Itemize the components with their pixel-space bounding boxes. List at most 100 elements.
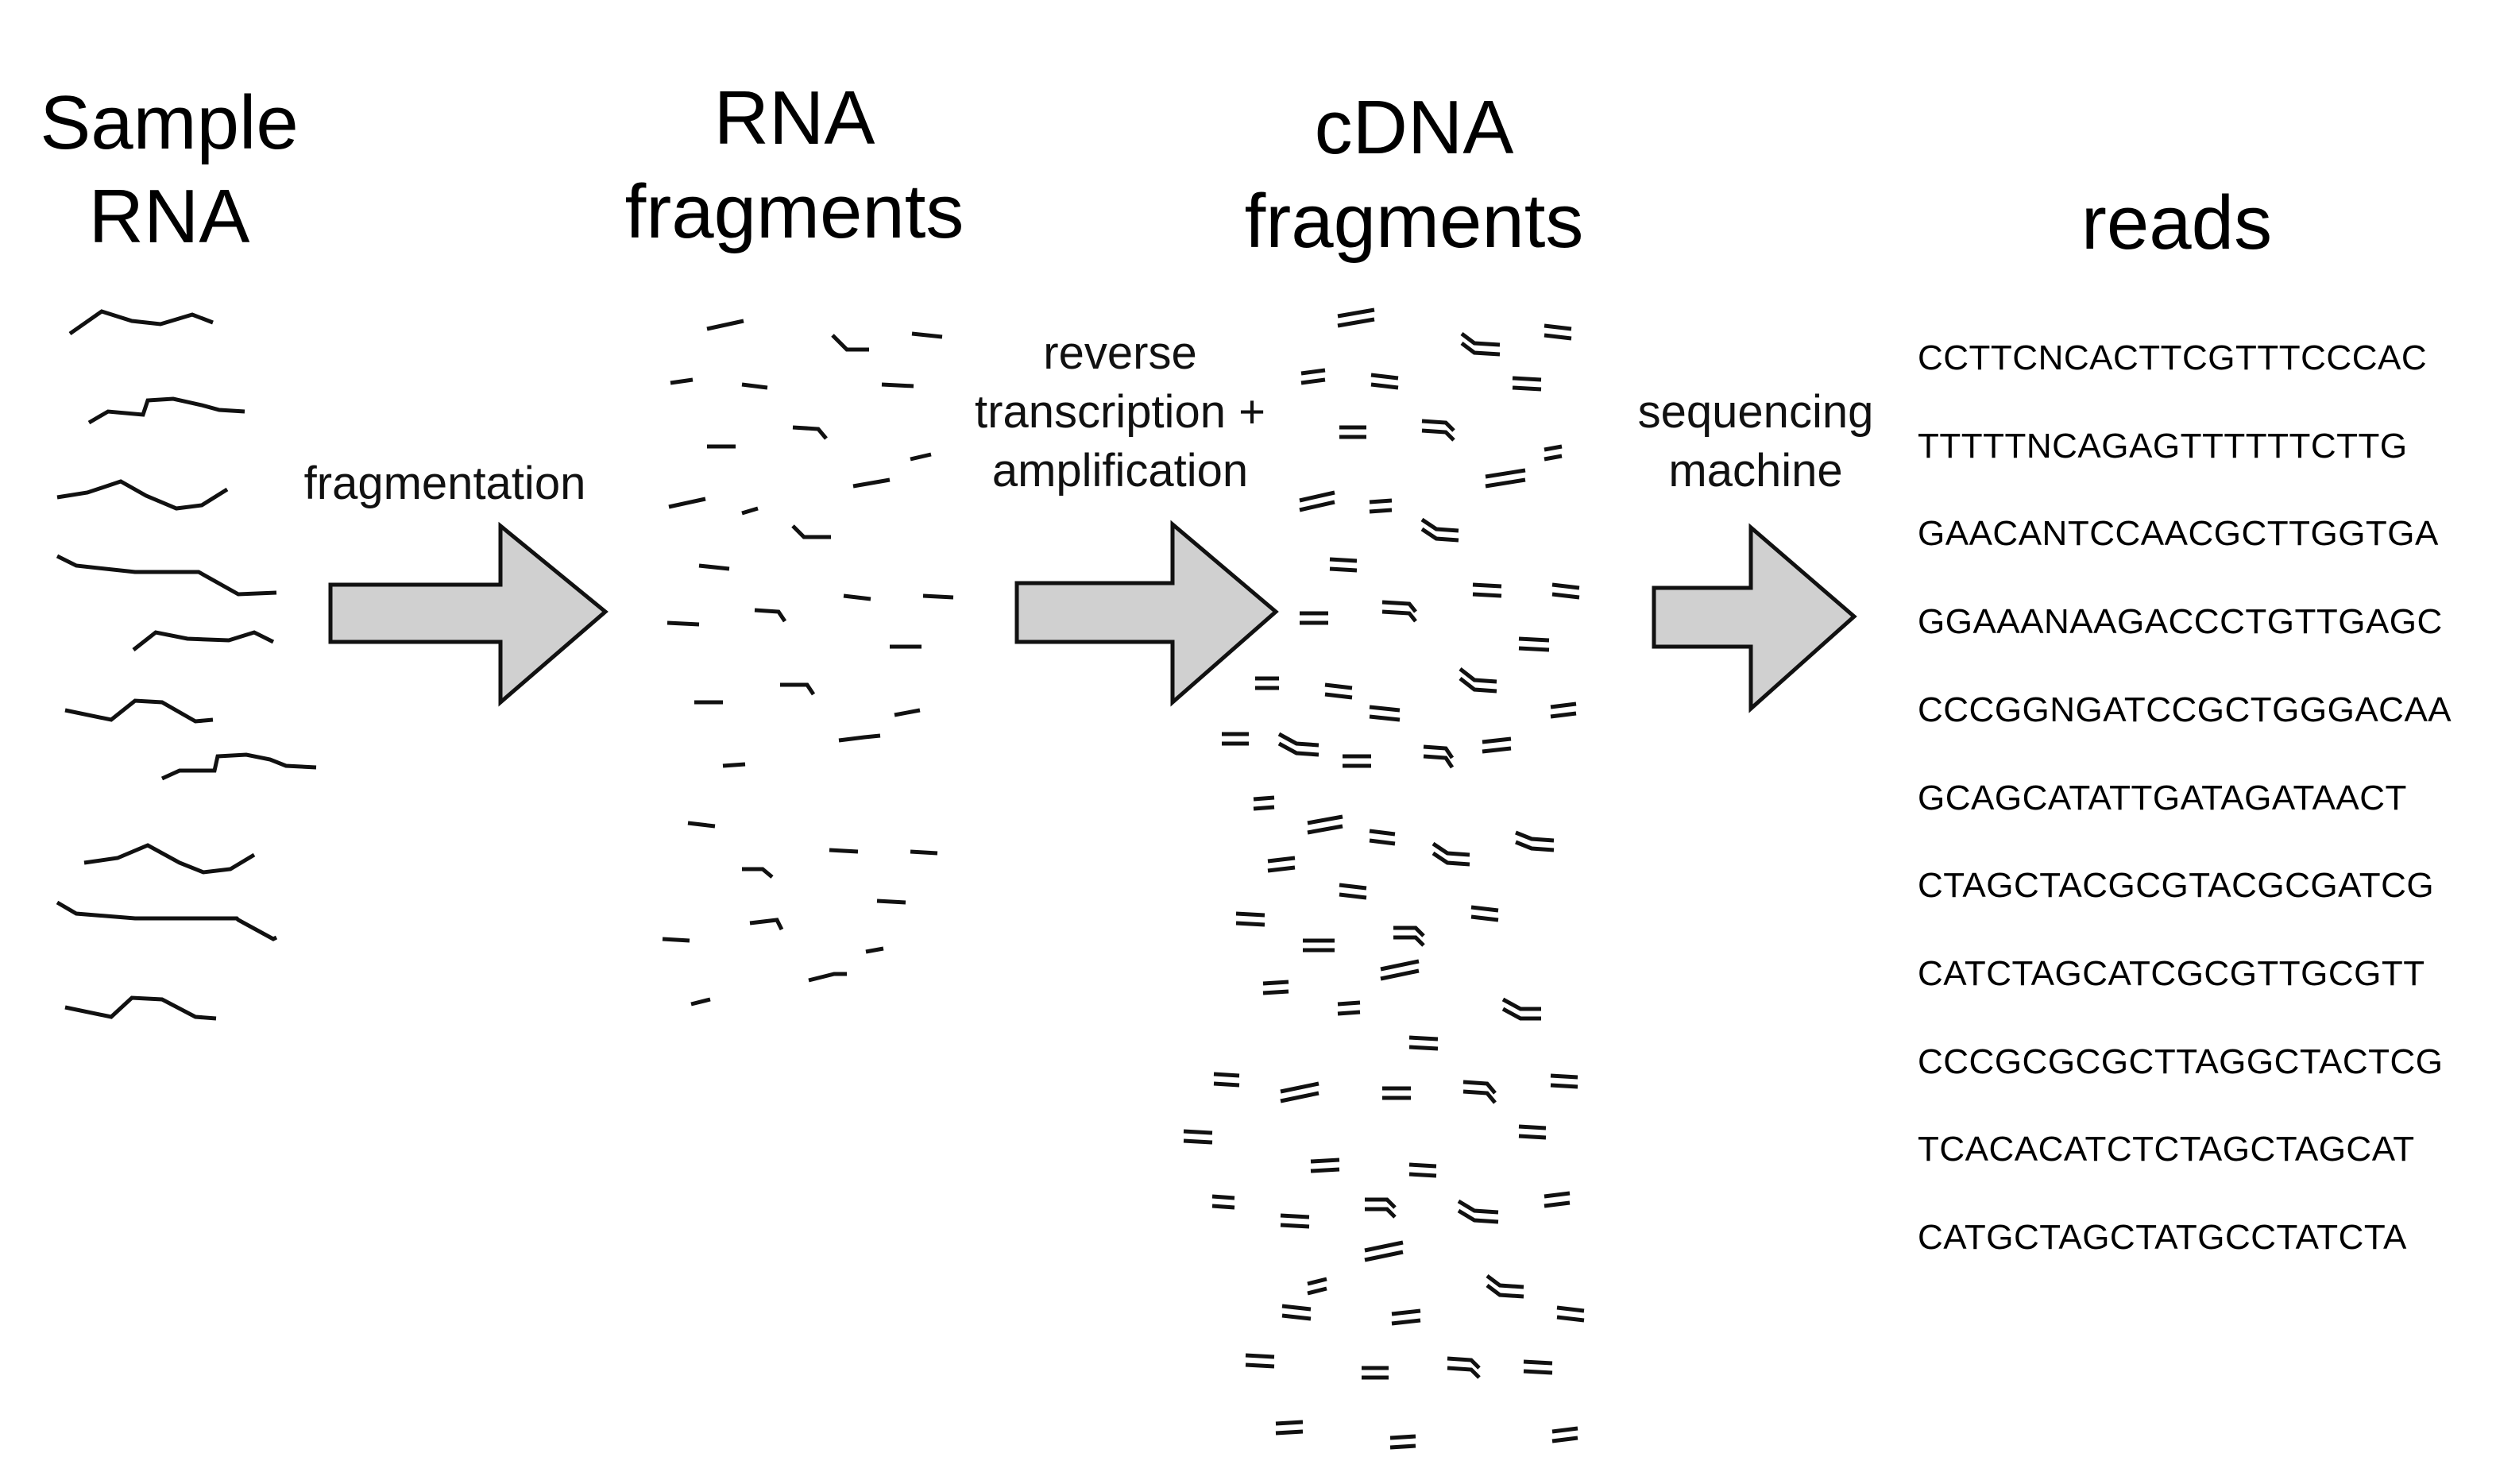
- cdna-fragment: [1280, 1081, 1319, 1103]
- rna-fragment: [722, 762, 746, 768]
- label-line: transcription +: [975, 386, 1265, 438]
- rna-fragment: [829, 848, 859, 854]
- cdna-fragment: [1470, 905, 1499, 922]
- cdna-fragment: [1362, 1366, 1389, 1380]
- read-sequence: CCCGCGCGCTTAGGCTACTCG: [1918, 1042, 2444, 1081]
- rna-fragment: [754, 608, 787, 623]
- rna-fragment: [876, 899, 906, 905]
- cdna-fragment: [1255, 676, 1279, 690]
- rna-fragment: [911, 331, 943, 339]
- cdna-fragment: [1213, 1072, 1240, 1088]
- cdna-fragment: [1303, 938, 1335, 953]
- arrow-reverse-transcription-icon: [1014, 520, 1279, 707]
- arrow-sequencing-icon: [1652, 523, 1857, 713]
- label-sequencing-machine: sequencing machine: [1597, 383, 1915, 500]
- title-sample-rna: Sample RNA: [24, 76, 315, 264]
- rna-strand: [68, 309, 214, 336]
- cdna-fragment: [1369, 829, 1396, 846]
- rna-fragment: [668, 497, 706, 509]
- read-sequence: CATCTAGCATCGCGTTGCGTT: [1918, 953, 2425, 993]
- cdna-fragment: [1253, 795, 1275, 811]
- cdna-fragment: [1523, 1359, 1553, 1375]
- cdna-fragment: [1235, 911, 1265, 927]
- read-sequence: CCTTCNCACTTCGTTTCCCAC: [1918, 338, 2428, 377]
- cdna-fragment: [1245, 1353, 1275, 1369]
- cdna-fragment: [1447, 1356, 1481, 1379]
- rna-fragment: [894, 708, 921, 717]
- title-cdna-fragments: cDNA fragments: [1200, 81, 1629, 269]
- cdna-fragment: [1512, 376, 1542, 392]
- rna-fragment: [741, 506, 759, 516]
- title-line: Sample: [40, 80, 299, 165]
- read-sequence: TCACACATCTCTAGCTAGCAT: [1918, 1130, 2415, 1169]
- cdna-fragment: [1550, 1073, 1578, 1089]
- cdna-fragment: [1518, 636, 1550, 652]
- title-line: cDNA: [1314, 85, 1514, 170]
- cdna-fragment: [1544, 444, 1563, 462]
- cdna-fragment: [1275, 1420, 1304, 1436]
- rna-fragment: [843, 593, 871, 601]
- cdna-fragment: [1408, 1035, 1439, 1051]
- rna-fragment: [910, 452, 932, 462]
- cdna-fragment: [1421, 419, 1455, 442]
- cdna-fragment: [1183, 1129, 1213, 1145]
- rna-strand: [64, 995, 217, 1021]
- rna-strand: [87, 396, 245, 425]
- title-line: reads: [2081, 180, 2273, 265]
- cdna-fragment: [1550, 701, 1577, 719]
- rna-strand: [56, 479, 229, 511]
- cdna-fragment: [1300, 611, 1328, 625]
- cdna-fragment: [1459, 667, 1497, 694]
- cdna-fragment: [1262, 980, 1289, 995]
- cdna-fragment: [1277, 732, 1319, 757]
- title-reads: reads: [1986, 176, 2367, 270]
- cdna-fragment: [1211, 1194, 1235, 1210]
- title-line: RNA: [713, 75, 875, 160]
- cdna-fragment: [1472, 582, 1502, 598]
- rna-fragment: [687, 821, 716, 829]
- rna-fragment: [838, 733, 881, 743]
- rna-strand: [160, 752, 317, 781]
- label-line: reverse: [1043, 327, 1197, 379]
- cdna-fragment: [1337, 307, 1375, 328]
- read-sequence: TTTTTNCAGAGTTTTTTCTTG: [1918, 426, 2408, 466]
- rna-fragment: [670, 377, 694, 385]
- rna-fragment: [706, 319, 744, 331]
- cdna-fragment: [1501, 997, 1541, 1021]
- cdna-fragment: [1544, 323, 1572, 341]
- rna-fragment: [662, 937, 690, 943]
- label-line: sequencing: [1637, 386, 1874, 438]
- read-sequence: GCAGCATATTGATAGATAACT: [1918, 778, 2407, 817]
- cdna-fragment: [1339, 425, 1366, 439]
- cdna-fragment: [1339, 883, 1367, 900]
- rna-fragment: [780, 682, 816, 696]
- title-line: fragments: [624, 169, 964, 254]
- rna-fragment: [792, 425, 828, 440]
- cdna-fragment: [1222, 732, 1249, 746]
- cdna-fragment: [1281, 1304, 1312, 1321]
- rna-strand: [83, 843, 256, 875]
- read-sequence: CCCGGNGATCCGCTGGGACAA: [1918, 690, 2452, 729]
- cdna-fragment: [1365, 1197, 1397, 1219]
- sample-rna-strands: [56, 309, 317, 1021]
- rna-fragment: [667, 620, 700, 627]
- cdna-fragment: [1460, 332, 1501, 357]
- read-sequence: CTAGCTACGCGTACGCGATCG: [1918, 866, 2435, 906]
- cdna-fragment: [1310, 1157, 1340, 1173]
- cdna-fragment: [1370, 373, 1399, 390]
- rna-fragment: [749, 918, 784, 931]
- read-sequence: GAACANTCCAACGCTTGGTGA: [1918, 514, 2439, 554]
- cdna-fragment: [1551, 1426, 1578, 1443]
- rna-strand: [56, 554, 277, 597]
- cdna-fragment: [1307, 814, 1343, 835]
- rna-strand: [132, 630, 275, 651]
- cdna-fragment: [1482, 736, 1512, 754]
- rna-fragment: [910, 849, 938, 856]
- arrow-fragmentation-icon: [328, 521, 609, 707]
- cdna-fragment: [1551, 582, 1580, 600]
- read-sequence: GGAAANAAGACCCTGTTGAGC: [1918, 602, 2443, 642]
- cdna-fragment: [1380, 959, 1420, 981]
- cdna-fragment: [1462, 1080, 1497, 1104]
- cdna-fragment: [1369, 705, 1401, 722]
